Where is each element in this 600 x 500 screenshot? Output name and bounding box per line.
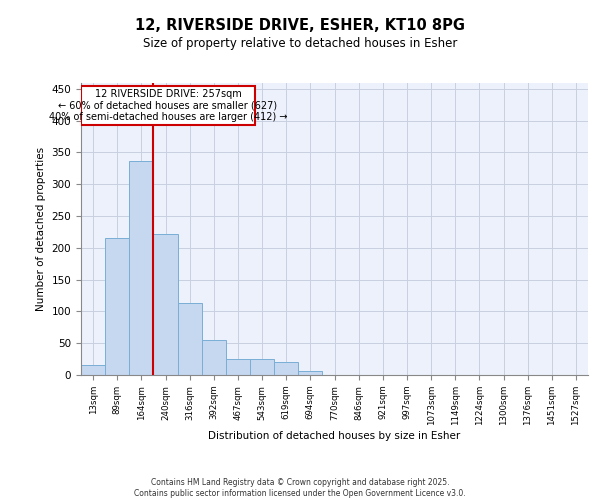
Bar [81,366,105,375]
Text: 12, RIVERSIDE DRIVE, ESHER, KT10 8PG: 12, RIVERSIDE DRIVE, ESHER, KT10 8PG [135,18,465,32]
Bar [298,370,322,375]
Bar [250,359,274,375]
Bar [105,238,129,375]
FancyBboxPatch shape [81,86,255,125]
Bar [129,160,154,375]
Text: Contains HM Land Registry data © Crown copyright and database right 2025.
Contai: Contains HM Land Registry data © Crown c… [134,478,466,498]
Y-axis label: Number of detached properties: Number of detached properties [36,146,46,311]
Text: 12 RIVERSIDE DRIVE: 257sqm
← 60% of detached houses are smaller (627)
40% of sem: 12 RIVERSIDE DRIVE: 257sqm ← 60% of deta… [49,89,287,122]
Bar [154,234,178,375]
X-axis label: Distribution of detached houses by size in Esher: Distribution of detached houses by size … [208,430,461,440]
Bar [274,362,298,375]
Bar [202,340,226,375]
Text: Size of property relative to detached houses in Esher: Size of property relative to detached ho… [143,38,457,51]
Bar [178,303,202,375]
Bar [226,359,250,375]
